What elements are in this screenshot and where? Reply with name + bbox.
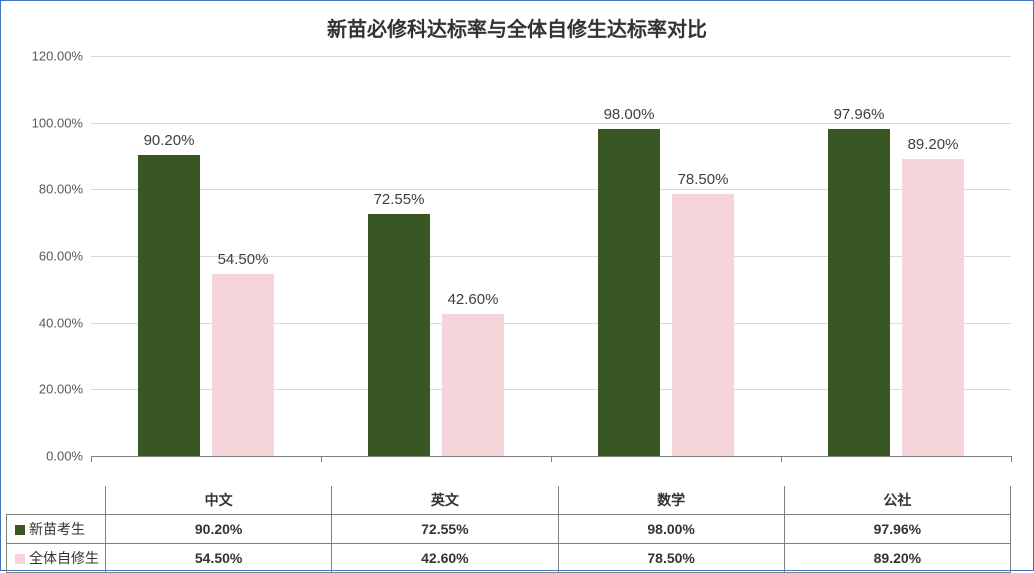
legend-label-series1: 新苗考生 [29,521,85,537]
gridline [91,56,1011,57]
data-table: 中文 英文 数学 公社 新苗考生 90.20% 72.55% 98.00% 97… [6,486,1011,573]
ytick-label: 20.00% [13,382,83,397]
bar-value-label: 98.00% [579,106,679,123]
legend-swatch-series2 [15,554,25,564]
legend-label-series2: 全体自修生 [29,550,99,566]
bar-series2 [902,159,964,456]
table-category-cell: 英文 [332,486,558,515]
ytick-label: 0.00% [13,449,83,464]
bar-series2 [672,194,734,456]
table-cell: 90.20% [106,515,332,544]
bar-value-label: 90.20% [119,132,219,149]
table-cell: 78.50% [558,544,784,573]
plot-area: 0.00%20.00%40.00%60.00%80.00%100.00%120.… [91,56,1011,456]
ytick-label: 120.00% [13,49,83,64]
bar-series1 [138,155,200,456]
data-table-header-row: 中文 英文 数学 公社 [7,486,1011,515]
legend-series2: 全体自修生 [7,544,106,573]
xtick-mark [91,456,92,462]
table-cell: 98.00% [558,515,784,544]
xtick-mark [321,456,322,462]
table-category-cell: 公社 [784,486,1010,515]
ytick-label: 60.00% [13,249,83,264]
xtick-mark [1011,456,1012,462]
table-cell: 97.96% [784,515,1010,544]
bar-series1 [828,129,890,456]
bar-series2 [442,314,504,456]
bar-value-label: 78.50% [653,171,753,188]
ytick-label: 80.00% [13,182,83,197]
bar-series1 [598,129,660,456]
bar-series1 [368,214,430,456]
table-category-cell: 数学 [558,486,784,515]
data-table-row-series1: 新苗考生 90.20% 72.55% 98.00% 97.96% [7,515,1011,544]
xtick-mark [551,456,552,462]
legend-series1: 新苗考生 [7,515,106,544]
data-table-row-series2: 全体自修生 54.50% 42.60% 78.50% 89.20% [7,544,1011,573]
table-cell: 42.60% [332,544,558,573]
table-category-cell: 中文 [106,486,332,515]
xtick-mark [781,456,782,462]
bar-value-label: 42.60% [423,291,523,308]
table-corner-cell [7,486,106,515]
table-cell: 72.55% [332,515,558,544]
ytick-label: 100.00% [13,115,83,130]
table-cell: 54.50% [106,544,332,573]
bar-value-label: 97.96% [809,106,909,123]
chart-container: 新苗必修科达标率与全体自修生达标率对比 0.00%20.00%40.00%60.… [0,0,1034,571]
bar-value-label: 89.20% [883,136,983,153]
bar-value-label: 54.50% [193,251,293,268]
table-cell: 89.20% [784,544,1010,573]
bar-series2 [212,274,274,456]
ytick-label: 40.00% [13,315,83,330]
bar-value-label: 72.55% [349,191,449,208]
chart-title: 新苗必修科达标率与全体自修生达标率对比 [1,1,1033,50]
legend-swatch-series1 [15,525,25,535]
